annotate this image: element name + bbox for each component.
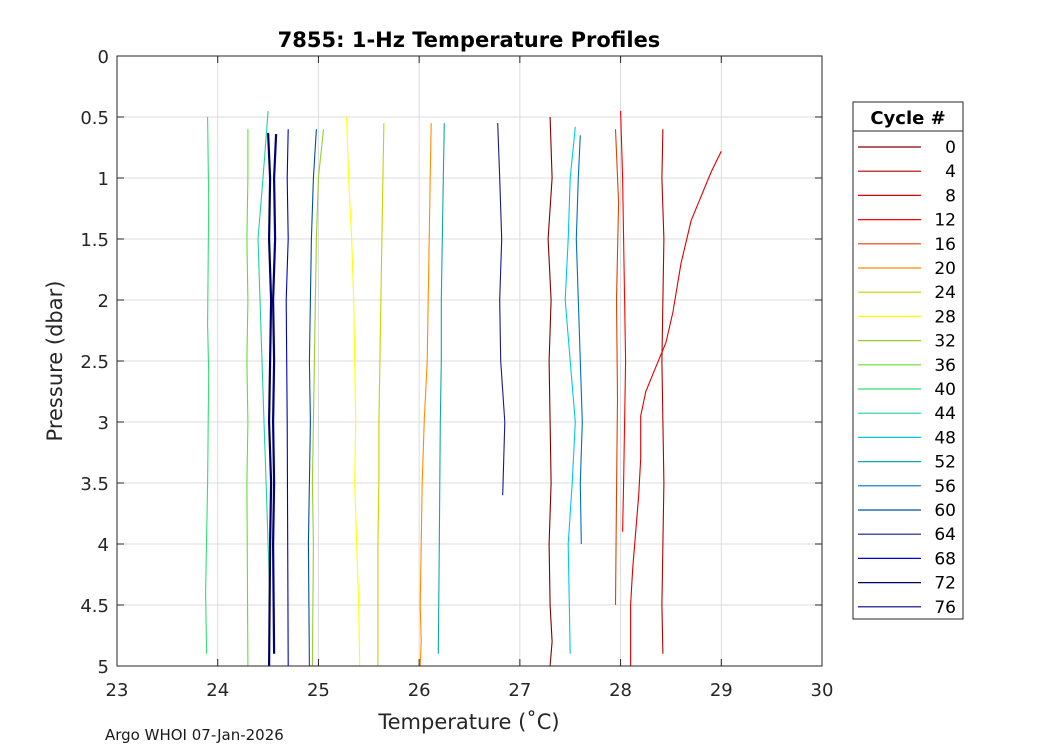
x-tick-label: 24 xyxy=(206,680,229,701)
series-line-cycle-24 xyxy=(377,123,385,666)
series-line-cycle-8 xyxy=(630,150,722,666)
grid-lines xyxy=(117,56,822,666)
plot-lines xyxy=(205,110,722,667)
series-line-cycle-60 xyxy=(307,129,317,667)
legend: Cycle # 04812162024283236404448525660646… xyxy=(852,101,964,620)
y-tick-label: 3 xyxy=(98,413,109,434)
legend-label-cycle-36: 36 xyxy=(934,356,956,376)
series-line-cycle-32 xyxy=(311,129,325,667)
legend-label-cycle-4: 4 xyxy=(945,162,956,182)
legend-label-cycle-8: 8 xyxy=(945,186,956,206)
footer-credit: Argo WHOI 07-Jan-2026 xyxy=(105,726,284,744)
series-line-cycle-56 xyxy=(575,135,583,545)
x-tick-label: 28 xyxy=(609,680,632,701)
legend-label-cycle-72: 72 xyxy=(934,574,956,594)
series-line-cycle-68 xyxy=(285,129,289,667)
y-tick-label: 0 xyxy=(98,47,109,68)
legend-title: Cycle # xyxy=(870,108,945,129)
y-tick-label: 5 xyxy=(98,657,109,678)
y-tick-label: 2 xyxy=(98,291,109,312)
series-line-cycle-40 xyxy=(205,116,210,654)
x-ticks: 23 24 25 26 27 28 29 30 xyxy=(106,56,834,701)
series-line-cycle-28 xyxy=(346,116,361,667)
y-tick-label: 3.5 xyxy=(80,474,109,495)
x-axis-label: Temperature (˚C) xyxy=(377,710,559,734)
y-ticks: 0 0.5 1 1.5 2 2.5 3 3.5 4 4.5 5 xyxy=(80,47,822,678)
series-line-cycle-52 xyxy=(437,123,445,654)
legend-label-cycle-76: 76 xyxy=(934,598,956,618)
x-tick-label: 25 xyxy=(307,680,330,701)
y-axis-label: Pressure (dbar) xyxy=(43,281,67,442)
series-line-cycle-64 xyxy=(497,123,506,496)
legend-label-cycle-12: 12 xyxy=(934,211,956,231)
x-tick-label: 30 xyxy=(811,680,834,701)
y-tick-label: 2.5 xyxy=(80,352,109,373)
series-line-cycle-4 xyxy=(661,129,665,654)
series-line-cycle-72 xyxy=(267,132,273,667)
legend-label-cycle-28: 28 xyxy=(934,307,956,327)
legend-label-cycle-60: 60 xyxy=(934,501,956,521)
series-line-cycle-16 xyxy=(614,129,620,606)
legend-label-cycle-64: 64 xyxy=(934,525,956,545)
series-line-cycle-48 xyxy=(564,126,576,654)
y-tick-label: 1 xyxy=(98,169,109,190)
x-tick-label: 27 xyxy=(508,680,531,701)
chart-title: 7855: 1-Hz Temperature Profiles xyxy=(278,28,661,52)
legend-label-cycle-0: 0 xyxy=(945,138,956,158)
y-tick-label: 4 xyxy=(98,535,109,556)
series-line-cycle-36 xyxy=(246,129,249,667)
legend-label-cycle-56: 56 xyxy=(934,477,956,497)
y-tick-label: 0.5 xyxy=(80,108,109,129)
x-tick-label: 23 xyxy=(106,680,129,701)
series-line-cycle-76 xyxy=(271,134,278,654)
series-line-cycle-44 xyxy=(257,110,271,606)
legend-label-cycle-24: 24 xyxy=(934,283,956,303)
series-line-cycle-12 xyxy=(620,110,627,532)
legend-label-cycle-20: 20 xyxy=(934,259,956,279)
legend-box xyxy=(852,101,964,620)
legend-label-cycle-40: 40 xyxy=(934,380,956,400)
legend-label-cycle-52: 52 xyxy=(934,453,956,473)
series-line-cycle-0 xyxy=(547,116,553,667)
x-tick-label: 29 xyxy=(710,680,733,701)
legend-label-cycle-16: 16 xyxy=(934,235,956,255)
series-line-cycle-20 xyxy=(419,123,432,667)
legend-label-cycle-68: 68 xyxy=(934,549,956,569)
x-tick-label: 26 xyxy=(408,680,431,701)
legend-label-cycle-48: 48 xyxy=(934,428,956,448)
y-tick-label: 1.5 xyxy=(80,230,109,251)
legend-label-cycle-32: 32 xyxy=(934,332,956,352)
y-tick-label: 4.5 xyxy=(80,596,109,617)
legend-label-cycle-44: 44 xyxy=(934,404,956,424)
